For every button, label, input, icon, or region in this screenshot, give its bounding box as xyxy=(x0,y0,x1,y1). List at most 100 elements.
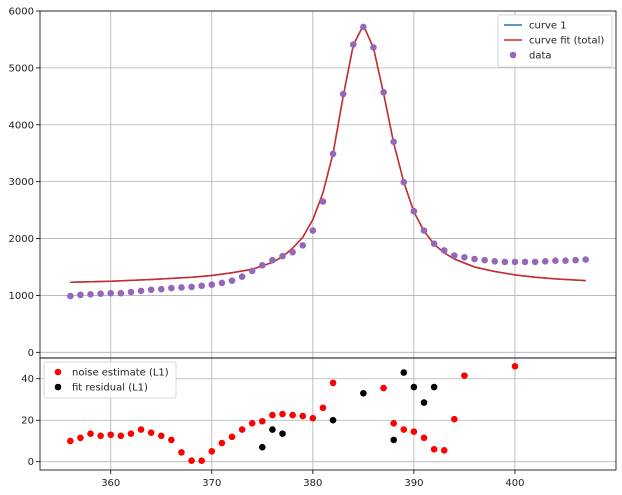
series-data-point xyxy=(552,257,559,265)
series-fit-residual-l1-point xyxy=(390,436,397,444)
series-noise-estimate-l1-point xyxy=(329,379,337,387)
series-noise-estimate-l1-point xyxy=(451,415,458,423)
x-tick-label: 400 xyxy=(505,478,524,489)
series-data-point xyxy=(481,256,488,264)
series-data-point xyxy=(248,267,256,275)
series-data-point xyxy=(228,277,236,284)
series-fit-residual-l1-point xyxy=(430,383,438,391)
bottom-plot-area xyxy=(67,362,519,464)
series-data-point xyxy=(198,282,205,290)
series-noise-estimate-l1-point xyxy=(198,457,205,464)
top-plot-area xyxy=(67,23,589,300)
series-fit-residual-l1-point xyxy=(410,383,418,391)
series-data-point xyxy=(289,248,296,256)
bottom-legend-box xyxy=(43,361,177,399)
series-noise-estimate-l1-point xyxy=(97,432,104,440)
series-data-point xyxy=(562,257,569,265)
legend-label-fit-residual-l1: fit residual (L1) xyxy=(72,383,148,394)
series-noise-estimate-l1-point xyxy=(77,434,84,442)
top-y-tick-label: 0 xyxy=(28,348,34,359)
series-data-point xyxy=(430,240,438,247)
series-noise-estimate-l1-point xyxy=(259,417,266,425)
series-noise-estimate-l1-point xyxy=(400,426,408,433)
series-data-point xyxy=(218,279,226,287)
series-noise-estimate-l1-point xyxy=(87,430,94,438)
series-fit-residual-l1-point xyxy=(360,389,367,397)
series-data-point xyxy=(400,178,408,186)
top-y-tick-label: 5000 xyxy=(9,63,34,74)
series-fit-residual-l1-point xyxy=(279,430,286,438)
legend-label-noise-estimate-l1: noise estimate (L1) xyxy=(72,368,169,379)
legend-swatch-fit-residual-l1 xyxy=(54,383,62,391)
series-data-point xyxy=(168,284,175,292)
series-data-point xyxy=(461,254,468,261)
series-data-point xyxy=(491,257,499,265)
series-noise-estimate-l1-point xyxy=(188,457,195,464)
top-y-tick-label: 4000 xyxy=(9,120,34,131)
series-data-point xyxy=(390,138,397,146)
series-data-point xyxy=(117,289,125,297)
bottom-y-tick-label: 0 xyxy=(28,457,34,468)
x-tick-label: 380 xyxy=(303,478,322,489)
legend-label-curve-fit-total: curve fit (total) xyxy=(529,36,604,47)
series-data-point xyxy=(511,258,519,266)
series-noise-estimate-l1-point xyxy=(309,414,317,422)
series-data-point xyxy=(269,256,276,264)
series-data-point xyxy=(349,41,357,48)
x-tick-label: 390 xyxy=(404,478,423,489)
series-noise-estimate-l1-point xyxy=(117,432,125,440)
bottom-y-tick-label: 20 xyxy=(21,416,34,427)
bottom-ticks: 0 20 40 360 370 380 390 400 xyxy=(21,374,524,489)
series-noise-estimate-l1-point xyxy=(269,411,276,419)
series-noise-estimate-l1-point xyxy=(228,433,236,441)
series-data-point xyxy=(107,289,115,297)
series-data-point xyxy=(582,256,589,263)
series-data-point xyxy=(279,252,286,260)
top-y-tick-label: 6000 xyxy=(9,7,34,18)
series-noise-estimate-l1-point xyxy=(440,446,448,454)
series-fit-residual-l1-point xyxy=(329,416,337,424)
series-noise-estimate-l1-point xyxy=(168,436,175,444)
series-data-point xyxy=(541,257,549,265)
series-fit-residual-l1-point xyxy=(400,369,408,376)
series-data-point xyxy=(380,89,387,96)
series-noise-estimate-l1-point xyxy=(390,420,397,427)
series-data-point xyxy=(127,288,135,296)
series-noise-estimate-l1-point xyxy=(137,426,145,433)
series-data-point xyxy=(370,44,377,51)
series-data-point xyxy=(572,256,579,264)
series-noise-estimate-l1-point xyxy=(157,432,165,440)
series-data-point xyxy=(531,258,539,266)
series-noise-estimate-l1-point xyxy=(127,430,135,438)
series-data-point xyxy=(147,286,155,294)
top-legend-box xyxy=(497,14,613,68)
series-data-point xyxy=(188,283,195,291)
series-noise-estimate-l1-point xyxy=(299,412,307,420)
series-data-point xyxy=(208,281,216,288)
x-tick-label: 360 xyxy=(101,478,120,489)
legend-label-curve-1: curve 1 xyxy=(529,21,567,32)
series-data-point xyxy=(137,287,145,295)
series-data-point xyxy=(178,284,185,291)
series-data-point xyxy=(87,290,94,298)
series-fit-residual-l1-point xyxy=(420,399,428,406)
series-fit-residual-l1-point xyxy=(259,443,266,451)
series-noise-estimate-l1-point xyxy=(67,437,74,445)
series-data-point xyxy=(319,198,327,205)
top-legend: curve 1 curve fit (total) data xyxy=(497,14,613,68)
series-noise-estimate-l1-point xyxy=(279,410,286,418)
bottom-panel-frame xyxy=(39,357,617,471)
bottom-legend: noise estimate (L1) fit residual (L1) xyxy=(43,361,177,399)
series-fit-residual-l1-point xyxy=(269,426,276,433)
series-data-point xyxy=(420,227,428,234)
series-data-point xyxy=(309,227,317,234)
legend-swatch-data xyxy=(509,51,517,59)
series-data-point xyxy=(77,291,84,299)
series-data-point xyxy=(157,285,165,293)
series-data-point xyxy=(451,252,458,259)
legend-label-data: data xyxy=(529,51,552,62)
bottom-panel: 0 20 40 360 370 380 390 400 noise estimate (L1)… xyxy=(21,357,617,489)
series-data-point xyxy=(471,255,478,263)
series-data-point xyxy=(410,207,418,215)
series-data-point xyxy=(521,258,529,266)
